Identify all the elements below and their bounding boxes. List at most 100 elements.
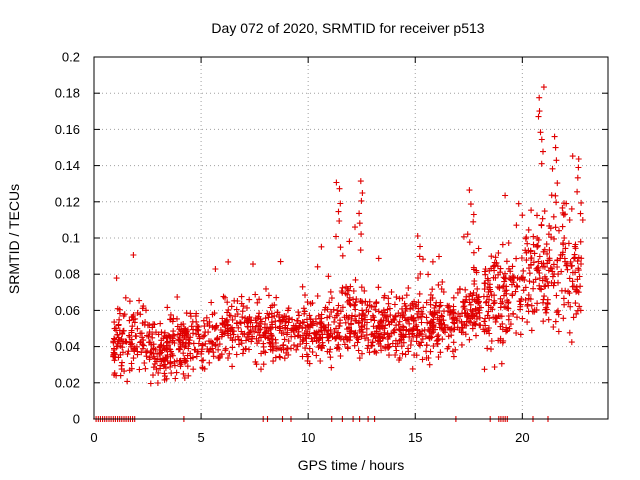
data-point <box>164 304 171 311</box>
data-point <box>380 317 387 324</box>
data-point <box>401 300 408 307</box>
y-tick-label: 0.2 <box>62 50 80 65</box>
data-point <box>245 323 251 330</box>
data-point <box>501 278 508 285</box>
data-point <box>157 356 163 363</box>
data-point <box>246 314 253 321</box>
data-point <box>466 336 473 343</box>
data-point <box>491 267 498 274</box>
data-point <box>474 285 481 292</box>
data-point <box>407 306 414 313</box>
data-point <box>208 299 215 306</box>
data-point <box>187 350 194 357</box>
data-point <box>221 330 228 337</box>
data-point <box>398 343 405 350</box>
data-point <box>449 315 456 322</box>
data-point <box>179 339 186 346</box>
data-point <box>555 307 561 314</box>
data-point <box>276 317 283 324</box>
data-point <box>554 257 561 263</box>
data-point <box>484 345 491 352</box>
data-point <box>263 328 270 335</box>
data-point <box>233 351 240 358</box>
data-point <box>268 319 275 326</box>
data-point <box>223 317 230 324</box>
data-point <box>536 253 543 260</box>
data-point <box>497 323 504 330</box>
data-point <box>211 325 218 332</box>
data-point <box>303 340 310 347</box>
data-point <box>157 320 164 327</box>
data-point <box>450 353 457 360</box>
data-point <box>357 178 364 185</box>
data-point <box>328 364 335 371</box>
data-point <box>536 285 543 292</box>
data-point <box>578 199 585 206</box>
data-point <box>425 271 432 278</box>
data-point <box>167 360 174 367</box>
data-point <box>436 324 443 331</box>
data-point <box>450 319 457 326</box>
data-point <box>114 305 121 312</box>
data-point <box>111 319 118 326</box>
data-point <box>230 331 237 338</box>
data-point <box>466 239 473 246</box>
data-point <box>120 312 127 319</box>
data-point <box>509 281 515 288</box>
data-point <box>416 340 422 347</box>
data-point <box>571 255 577 262</box>
data-point <box>134 309 141 316</box>
data-point <box>216 341 223 348</box>
data-point <box>436 316 443 323</box>
data-point <box>525 226 532 233</box>
data-point <box>119 344 126 351</box>
data-point <box>301 319 307 326</box>
data-point <box>541 208 548 215</box>
data-point <box>309 349 316 355</box>
data-point <box>247 327 254 334</box>
data-point <box>365 342 372 349</box>
data-point <box>293 346 300 353</box>
data-point <box>526 270 533 277</box>
data-point <box>146 329 153 336</box>
data-point <box>257 326 264 333</box>
data-point <box>210 353 217 360</box>
data-point <box>246 346 252 353</box>
data-point <box>390 316 397 323</box>
data-point <box>260 361 267 368</box>
data-point <box>531 250 538 257</box>
data-point <box>336 185 343 192</box>
data-point <box>171 362 178 369</box>
data-point <box>303 335 310 342</box>
data-point <box>469 296 476 303</box>
tick-marks <box>93 56 608 420</box>
data-point <box>505 240 512 246</box>
data-point <box>122 294 129 301</box>
data-point <box>337 320 344 327</box>
data-point <box>349 312 355 319</box>
data-point <box>405 285 412 291</box>
data-point <box>213 322 220 329</box>
data-point <box>444 302 451 309</box>
data-point <box>130 252 137 258</box>
data-point <box>545 282 552 289</box>
data-point <box>331 329 338 335</box>
data-point <box>214 335 221 342</box>
data-point <box>470 289 477 296</box>
data-point <box>324 331 331 338</box>
data-point <box>524 240 531 247</box>
data-point <box>573 310 580 317</box>
data-point <box>352 313 359 320</box>
data-point <box>351 302 358 309</box>
data-point <box>577 238 584 245</box>
data-point <box>326 299 333 306</box>
data-point <box>394 340 401 347</box>
data-point <box>361 314 368 321</box>
data-point <box>131 346 138 353</box>
data-point <box>524 302 531 309</box>
data-point <box>575 164 582 171</box>
y-tick-label: 0.1 <box>62 231 80 246</box>
data-point <box>199 365 206 372</box>
data-point <box>177 346 183 353</box>
